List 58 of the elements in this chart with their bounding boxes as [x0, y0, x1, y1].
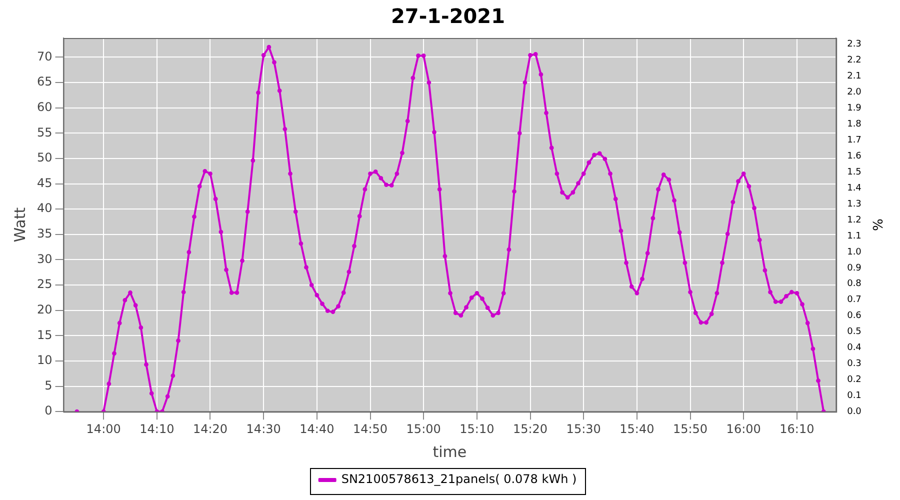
x-tick-label: 15:00 — [406, 422, 441, 436]
y2-tick-label: 1.5 — [847, 167, 862, 178]
y-tick-label: 45 — [36, 176, 52, 190]
y2-tick-label: 1.9 — [847, 104, 862, 114]
x-tick-label: 14:00 — [86, 422, 121, 436]
y2-tick-label: 1.6 — [847, 151, 862, 162]
y-tick-label: 30 — [36, 252, 52, 266]
y2-tick-label: 2.3 — [847, 40, 862, 50]
y2-tick-label: 0.7 — [847, 295, 862, 306]
y-tick-label: 25 — [36, 277, 52, 292]
y-tick-label: 65 — [36, 74, 52, 89]
y2-tick-label: 1.8 — [847, 120, 862, 130]
y-tick-label: 20 — [36, 302, 52, 316]
y2-tick-label: 1.3 — [847, 199, 862, 210]
y-tick-label: 40 — [36, 201, 52, 216]
x-tick-label: 14:20 — [192, 422, 228, 436]
y2-tick-label: 0.0 — [847, 406, 862, 417]
x-tick-label: 14:30 — [246, 422, 281, 436]
y-tick-label: 60 — [36, 100, 52, 114]
y2-tick-label: 1.7 — [847, 136, 862, 146]
y2-tick-label: 0.9 — [847, 263, 862, 274]
legend-label: SN2100578613_21panels( 0.078 kWh ) — [341, 472, 577, 486]
y-tick-label: 5 — [44, 378, 52, 392]
x-tick-label: 15:20 — [512, 422, 548, 436]
y2-tick-label: 1.1 — [847, 231, 862, 242]
y-tick-label: 50 — [36, 150, 52, 165]
x-tick-label: 14:40 — [300, 422, 334, 436]
y2-tick-label: 1.4 — [847, 183, 862, 194]
y2-tick-label: 0.1 — [847, 390, 862, 401]
y2-tick-label: 2.0 — [847, 88, 862, 98]
y2-axis-title: % — [868, 218, 884, 231]
x-tick-label: 16:00 — [726, 422, 761, 436]
y2-tick-label: 0.3 — [847, 359, 862, 370]
y2-tick-label: 0.8 — [847, 279, 862, 290]
y-tick-label: 55 — [36, 125, 52, 140]
y2-tick-label: 1.2 — [847, 215, 862, 226]
y-tick-label: 70 — [36, 49, 52, 64]
x-tick-label: 16:10 — [780, 422, 814, 436]
y2-tick-label: 0.4 — [847, 343, 862, 354]
y2-tick-label: 2.2 — [847, 56, 862, 66]
y2-tick-label: 2.1 — [847, 72, 862, 82]
y2-tick-label: 0.6 — [847, 311, 862, 322]
x-tick-label: 14:10 — [140, 422, 174, 436]
y2-tick-label: 0.2 — [847, 375, 862, 386]
y2-tick-label: 1.0 — [847, 247, 862, 258]
y-tick-label: 15 — [36, 328, 52, 342]
y2-tick-label: 0.5 — [847, 327, 862, 338]
x-tick-label: 15:50 — [672, 422, 708, 436]
y-tick-label: 0 — [44, 404, 52, 418]
x-tick-label: 15:40 — [620, 422, 654, 436]
x-tick-label: 15:30 — [566, 422, 601, 436]
y-tick-label: 10 — [36, 353, 52, 368]
chart-title: 27-1-2021 — [390, 4, 506, 28]
x-tick-label: 14:50 — [352, 422, 388, 436]
y-axis-title: Watt — [10, 207, 29, 242]
x-tick-label: 15:10 — [460, 422, 494, 436]
y-tick-label: 35 — [36, 226, 52, 241]
x-axis-title: time — [432, 442, 467, 461]
